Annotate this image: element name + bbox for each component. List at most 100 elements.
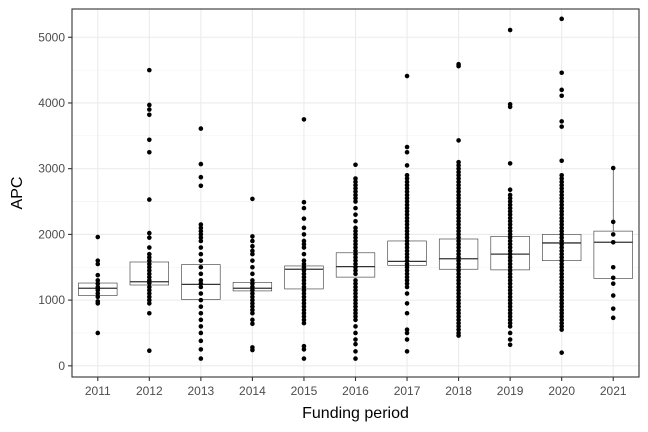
data-point (559, 209, 564, 214)
data-point (353, 248, 358, 254)
data-point (250, 310, 255, 316)
data-point (559, 195, 564, 201)
data-point (456, 258, 461, 263)
data-point (353, 337, 358, 342)
data-point (456, 324, 461, 329)
data-point (456, 172, 461, 178)
data-point (250, 294, 255, 300)
data-point (456, 274, 461, 280)
data-point (559, 176, 564, 181)
data-point (559, 93, 564, 99)
data-point (353, 297, 358, 303)
data-point (507, 258, 513, 263)
data-point (198, 310, 204, 316)
data-point (404, 179, 410, 185)
y-axis-title: APC (9, 177, 26, 210)
data-point (404, 163, 410, 168)
data-point (301, 271, 307, 277)
x-tick-label: 2016 (342, 384, 369, 398)
data-point (404, 149, 410, 155)
data-point (353, 162, 358, 168)
data-point (559, 271, 564, 277)
data-point (353, 301, 358, 306)
data-point (559, 268, 564, 273)
data-point (198, 278, 204, 283)
data-point (456, 281, 461, 286)
data-point (559, 307, 564, 313)
data-point (250, 304, 255, 309)
data-point (250, 284, 255, 290)
data-point (301, 287, 307, 293)
data-point (147, 348, 152, 354)
data-point (559, 248, 564, 254)
data-point (456, 202, 461, 208)
data-point (404, 251, 410, 257)
data-point (404, 144, 410, 150)
data-point (507, 307, 513, 313)
data-point (404, 215, 410, 221)
data-point (353, 176, 358, 181)
data-point (456, 176, 461, 181)
data-point (507, 297, 513, 303)
data-point (507, 304, 513, 309)
data-point (353, 356, 358, 361)
data-point (250, 281, 255, 286)
data-point (353, 287, 358, 293)
data-point (198, 183, 204, 189)
data-point (353, 205, 358, 211)
x-tick-label: 2018 (445, 384, 472, 398)
data-point (147, 149, 152, 155)
data-point (456, 222, 461, 227)
data-point (559, 225, 564, 231)
data-point (456, 264, 461, 270)
data-point (559, 310, 564, 316)
data-point (250, 196, 255, 202)
data-point (559, 235, 564, 240)
data-point (147, 287, 152, 293)
data-point (95, 258, 101, 263)
data-point (147, 261, 152, 267)
data-point (456, 138, 461, 143)
data-point (353, 218, 358, 224)
data-point (507, 271, 513, 277)
data-point (456, 209, 461, 214)
data-point (456, 310, 461, 316)
data-point (95, 330, 101, 336)
data-point (610, 165, 616, 171)
data-point (404, 192, 410, 198)
data-point (456, 186, 461, 191)
data-point (456, 159, 461, 165)
data-point (404, 310, 410, 316)
data-point (404, 182, 410, 188)
data-point (610, 315, 616, 321)
data-point (353, 189, 358, 194)
data-point (507, 212, 513, 217)
data-point (507, 268, 513, 273)
data-point (507, 310, 513, 316)
data-point (301, 117, 307, 122)
x-tick-label: 2015 (291, 384, 318, 398)
data-point (250, 278, 255, 283)
y-tick-label: 3000 (38, 162, 65, 176)
data-point (353, 245, 358, 250)
data-point (301, 310, 307, 316)
data-point (404, 330, 410, 336)
data-point (507, 235, 513, 240)
data-point (456, 255, 461, 260)
data-point (507, 261, 513, 267)
data-point (559, 119, 564, 124)
data-point (507, 205, 513, 211)
data-point (301, 317, 307, 323)
data-point (95, 234, 101, 240)
data-point (404, 268, 410, 273)
data-point (147, 268, 152, 273)
data-point (353, 281, 358, 286)
data-point (147, 294, 152, 300)
data-point (250, 297, 255, 303)
data-point (353, 212, 358, 217)
data-point (456, 199, 461, 204)
data-point (456, 327, 461, 332)
data-point (559, 186, 564, 191)
data-point (147, 284, 152, 290)
data-point (147, 297, 152, 303)
